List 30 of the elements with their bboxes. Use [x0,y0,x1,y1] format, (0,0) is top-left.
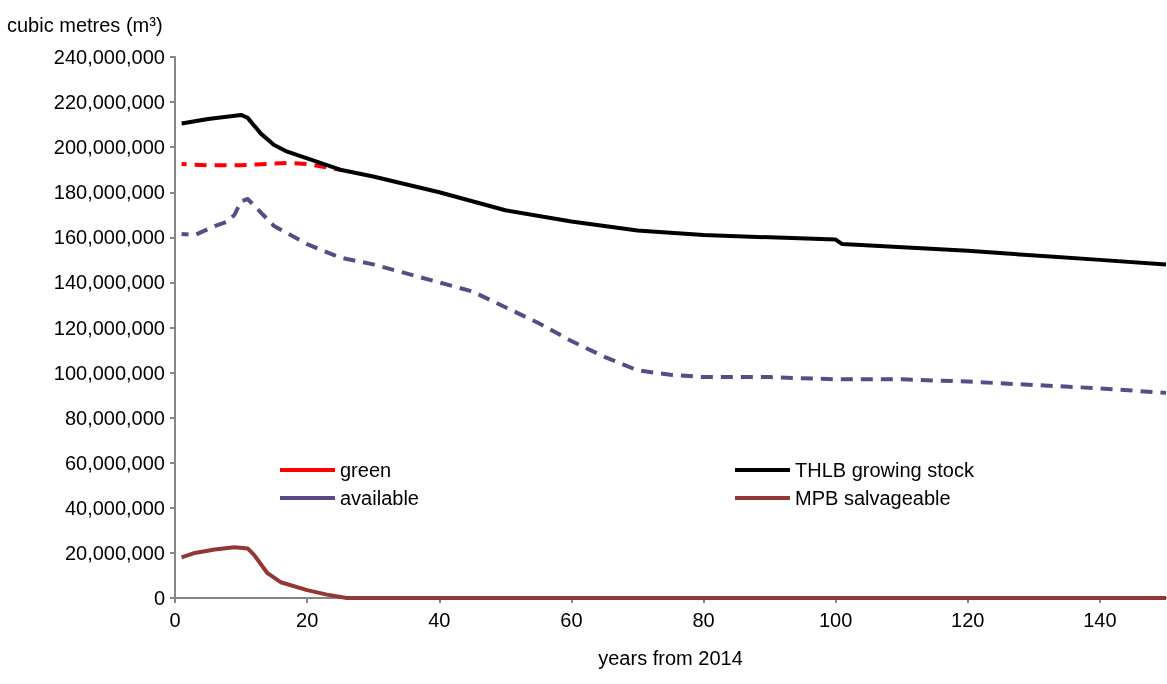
x-tick-label: 140 [1083,609,1117,631]
x-tick-label: 120 [951,609,985,631]
line-series [179,545,1167,600]
y-tick-label: 240,000,000 [53,46,165,68]
y-tick-label: 0 [153,587,165,609]
x-tick-label: 60 [560,609,583,631]
y-tick-label: 180,000,000 [53,181,165,204]
y-tick-label: 40,000,000 [64,496,165,519]
y-tick-label: 80,000,000 [64,406,165,429]
y-tick-label: 60,000,000 [64,451,165,474]
x-tick-label: 40 [428,609,451,631]
x-tick-label: 0 [169,609,181,631]
x-axis-title: years from 2014 [598,647,743,669]
y-tick-label: 120,000,000 [53,316,165,339]
x-tick-label: 20 [296,609,319,631]
y-tick-label: 20,000,000 [64,541,165,564]
x-tick-label: 80 [692,609,715,631]
y-tick-label: 100,000,000 [53,361,165,384]
legend-label: green [340,459,392,481]
legend-label: available [340,487,419,509]
y-tick-label: 140,000,000 [53,271,165,294]
y-tick-label: 200,000,000 [53,136,165,159]
legend-label: MPB salvageable [795,487,951,509]
y-tick-label: 220,000,000 [53,91,165,114]
y-axis-title: cubic metres (m³) [7,14,163,36]
line-series [179,197,1167,395]
x-tick-label: 100 [818,609,853,631]
legend-label: THLB growing stock [795,459,975,481]
line-series [179,112,1167,267]
y-tick-label: 160,000,000 [53,226,165,249]
